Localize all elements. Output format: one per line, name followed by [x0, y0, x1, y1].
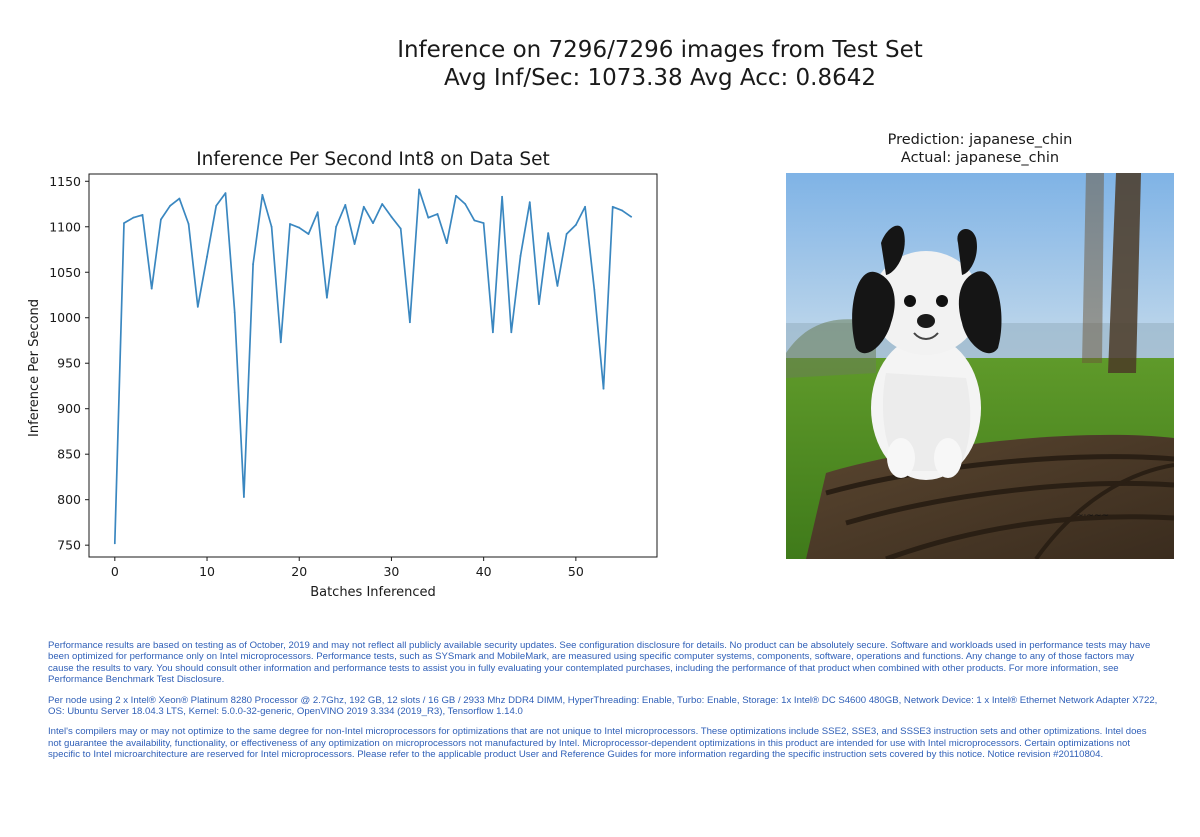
suptitle-line-2: Avg Inf/Sec: 1073.38 Avg Acc: 0.8642 [443, 65, 877, 91]
sample-image: ~·~~~ [786, 173, 1174, 559]
prediction-label: Prediction: japanese_chin [887, 132, 1073, 148]
data-point [491, 331, 494, 334]
x-tick-label: 20 [291, 564, 307, 579]
data-point [335, 225, 338, 228]
y-axis: 750 800 850 900 950 1000 1050 1100 1150 [49, 174, 89, 553]
y-axis-label: Inference Per Second [27, 299, 42, 437]
data-point [187, 223, 190, 225]
data-point [233, 311, 236, 314]
y-tick-label: 950 [57, 356, 81, 371]
y-tick-label: 850 [57, 447, 81, 462]
y-tick-label: 1000 [49, 310, 81, 325]
data-point [224, 192, 227, 195]
figure-suptitle: Inference on 7296/7296 images from Test … [0, 36, 1200, 92]
prediction-panel: Prediction: japanese_chin Actual: japane… [780, 131, 1180, 559]
data-point [252, 263, 255, 265]
data-point [381, 203, 384, 205]
data-point [593, 288, 596, 291]
data-point [427, 216, 430, 219]
data-point [160, 218, 162, 221]
data-point [501, 195, 503, 198]
data-point [574, 224, 577, 226]
data-point [316, 211, 319, 214]
data-point [196, 305, 199, 308]
dog-photo-illustration: ~·~~~ [786, 173, 1174, 559]
data-point [372, 222, 374, 225]
disclaimer-performance: Performance results are based on testing… [48, 640, 1151, 686]
data-point [528, 201, 531, 204]
data-point [556, 284, 559, 287]
data-point [538, 303, 540, 305]
data-point [602, 387, 605, 390]
data-point [279, 341, 282, 344]
data-point [325, 296, 328, 299]
data-point [455, 194, 457, 197]
data-point [464, 203, 467, 205]
data-point [113, 542, 116, 545]
data-point [611, 205, 614, 208]
actual-label: Actual: japanese_chin [900, 150, 1060, 166]
inference-line-chart: Inference Per Second Int8 on Data Set 75… [27, 149, 658, 600]
data-point [150, 287, 153, 290]
data-point [169, 204, 172, 207]
data-point [353, 243, 356, 245]
plot-area [88, 173, 658, 558]
data-point [141, 214, 144, 216]
data-point [630, 215, 633, 218]
data-point [132, 216, 135, 219]
y-tick-label: 1050 [49, 265, 81, 280]
data-point [243, 496, 245, 498]
data-point [584, 205, 586, 208]
data-point [270, 225, 273, 228]
data-point [547, 232, 550, 235]
data-point [344, 204, 347, 206]
y-tick-label: 1100 [49, 219, 81, 234]
x-tick-label: 10 [199, 564, 215, 579]
x-axis: 0 10 20 30 40 50 [111, 557, 584, 579]
data-point [418, 188, 421, 191]
data-point [565, 233, 568, 235]
data-point [123, 222, 125, 225]
y-tick-label: 1150 [49, 174, 81, 189]
x-tick-label: 40 [476, 564, 492, 579]
data-point [206, 255, 208, 258]
y-tick-label: 900 [57, 401, 81, 416]
data-point [621, 209, 623, 212]
suptitle-line-1: Inference on 7296/7296 images from Test … [397, 37, 923, 63]
svg-text:~·~~~: ~·~~~ [1076, 511, 1109, 521]
data-point [436, 213, 439, 215]
data-point [445, 242, 448, 245]
data-points [113, 188, 633, 545]
x-tick-label: 50 [568, 564, 584, 579]
x-axis-label: Batches Inferenced [310, 585, 436, 600]
data-point [362, 205, 365, 208]
data-point [298, 226, 301, 229]
series-line-inference-per-second [113, 188, 632, 544]
data-point [261, 194, 264, 196]
data-point [482, 222, 485, 225]
data-point [510, 331, 513, 334]
y-tick-label: 800 [57, 492, 81, 507]
disclaimer-optimization-notice: Intel's compilers may or may not optimiz… [48, 726, 1147, 761]
legal-disclaimer: Performance results are based on testing… [48, 640, 1158, 770]
y-tick-label: 750 [57, 538, 81, 553]
data-point [178, 197, 181, 200]
chart-title: Inference Per Second Int8 on Data Set [196, 149, 550, 170]
data-point [399, 227, 402, 230]
disclaimer-configuration: Per node using 2 x Intel® Xeon® Platinum… [48, 694, 1158, 718]
data-point [307, 233, 310, 235]
data-point [473, 219, 476, 222]
x-tick-label: 30 [383, 564, 399, 579]
x-tick-label: 0 [111, 564, 119, 579]
data-point [289, 223, 291, 225]
data-point [215, 204, 218, 207]
data-point [519, 254, 522, 257]
data-point [390, 215, 393, 218]
data-point [408, 321, 411, 324]
